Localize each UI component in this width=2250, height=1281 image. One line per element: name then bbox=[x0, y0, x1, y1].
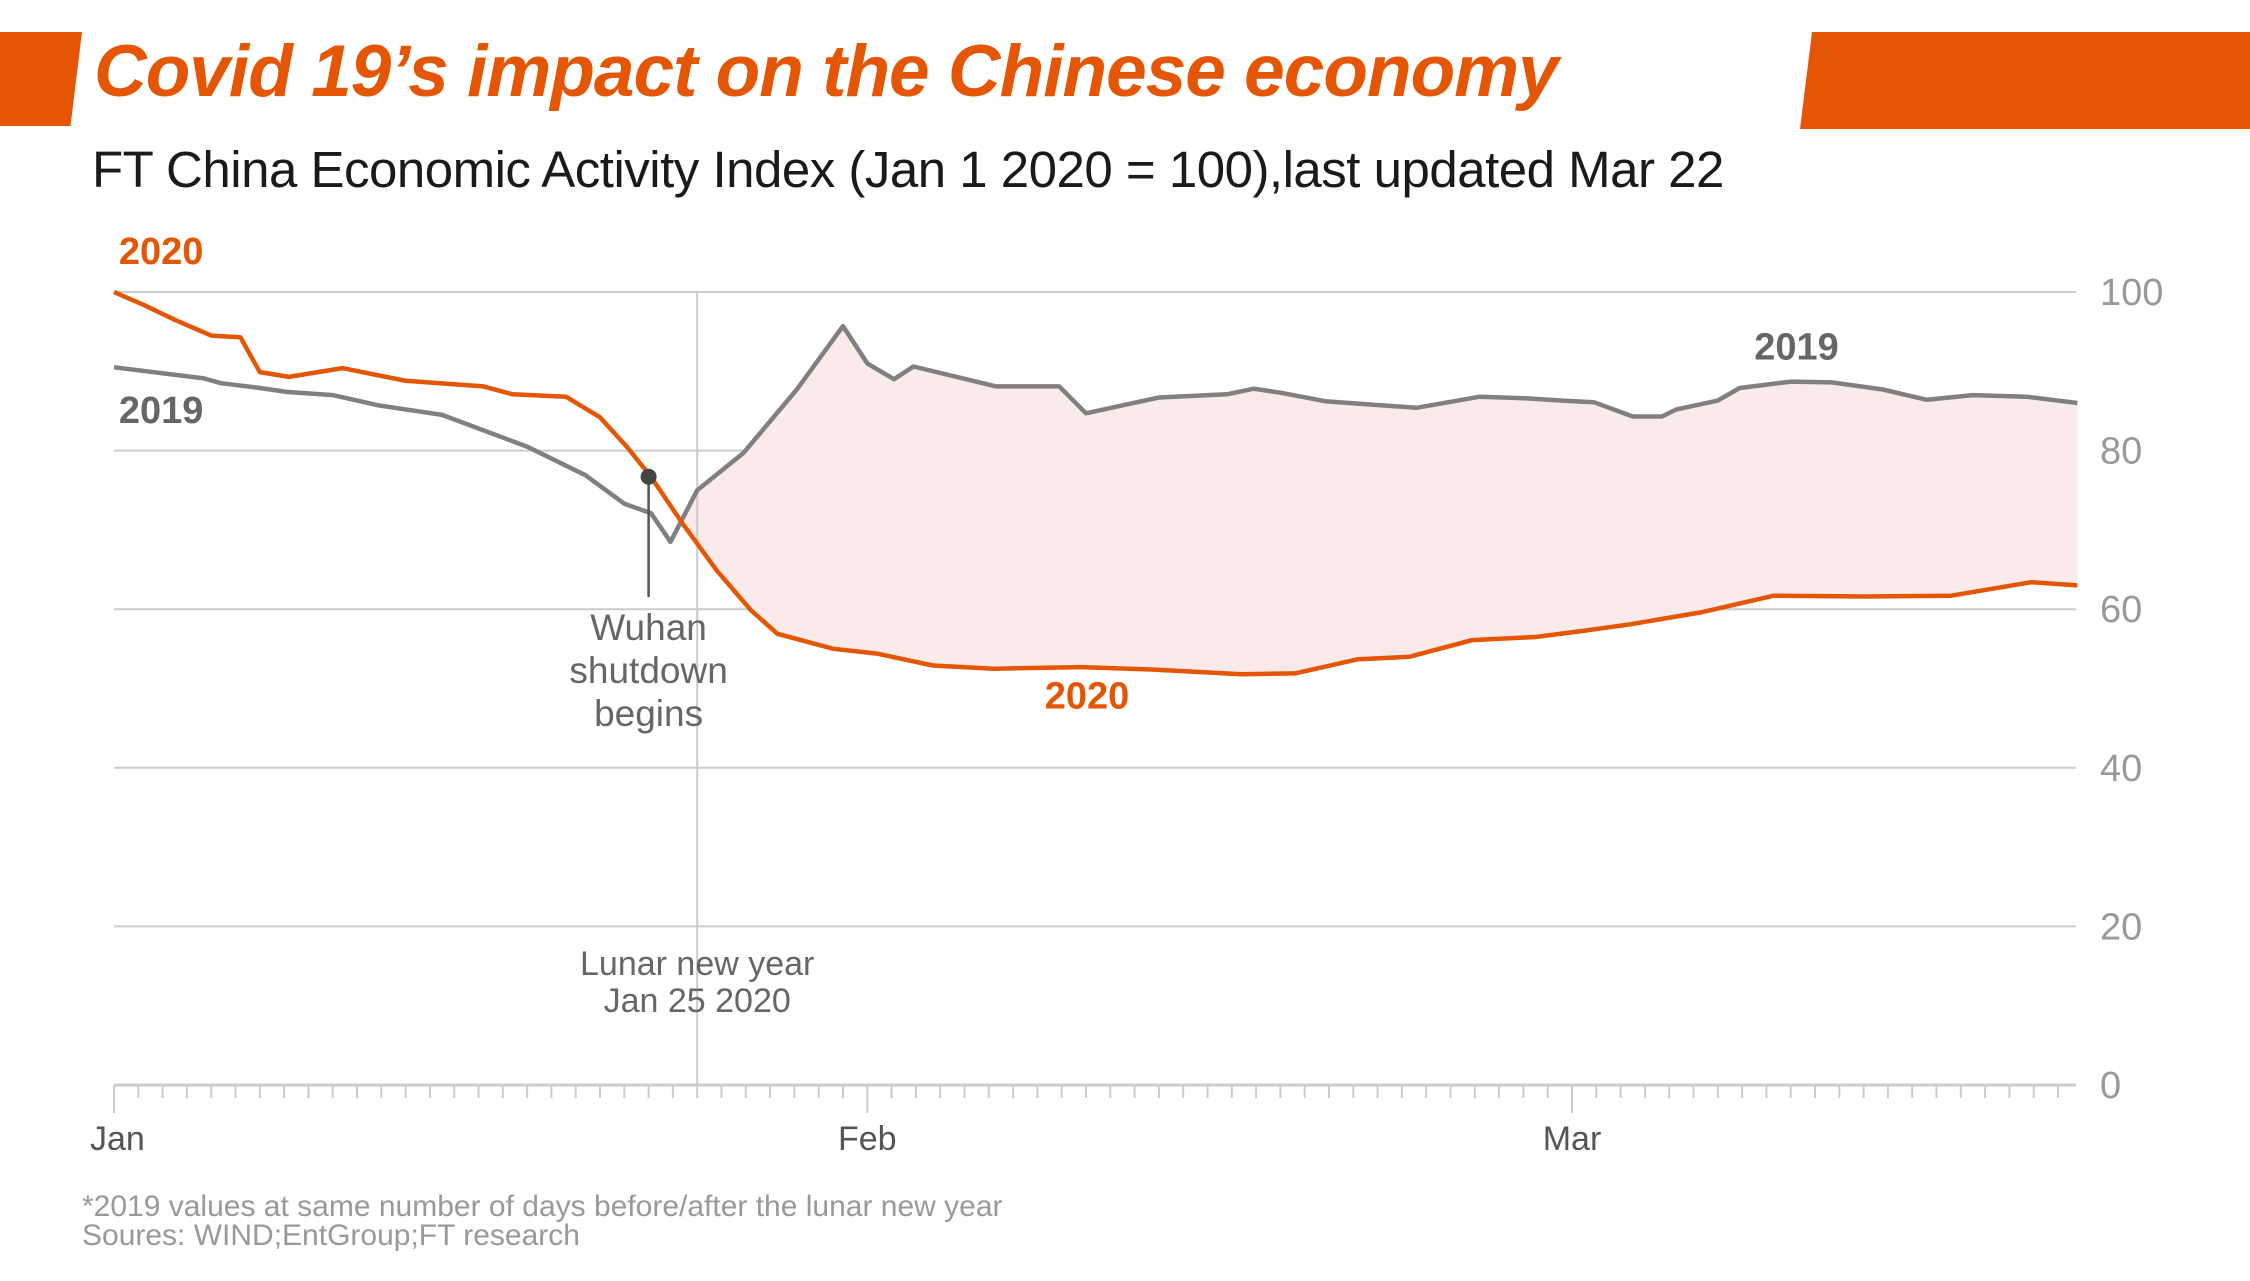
x-tick-label: Jan bbox=[90, 1120, 145, 1158]
chart-subtitle: FT China Economic Activity Index (Jan 1 … bbox=[92, 141, 1724, 198]
wuhan-annotation-label: Wuhan bbox=[590, 607, 707, 648]
footnote: *2019 values at same number of days befo… bbox=[82, 1190, 1003, 1223]
series-line-2019 bbox=[113, 323, 2078, 545]
x-tick-label: Feb bbox=[838, 1120, 897, 1158]
series-label-2019: 2019 bbox=[1754, 326, 1839, 368]
series-label-2020: 2020 bbox=[119, 231, 204, 273]
series-label-2019: 2019 bbox=[119, 390, 204, 432]
gap-fill-area bbox=[681, 326, 2078, 675]
x-axis: Jan Feb Mar bbox=[90, 1083, 2076, 1158]
y-axis-labels: 0 20 40 60 80 100 bbox=[2100, 272, 2163, 1107]
y-tick-label: 20 bbox=[2100, 906, 2142, 948]
y-tick-label: 100 bbox=[2100, 272, 2163, 314]
x-tick-label: Mar bbox=[1543, 1120, 1602, 1158]
series-labels: 2020 2019 2019 2020 bbox=[119, 231, 1839, 717]
title-accent-bar-right bbox=[1800, 32, 2250, 129]
y-tick-label: 0 bbox=[2100, 1065, 2121, 1107]
title-accent-bar-left bbox=[0, 32, 82, 126]
wuhan-annotation-label: shutdown bbox=[569, 650, 727, 691]
series-line-2020 bbox=[113, 289, 2078, 677]
lunar-new-year-label: Lunar new year bbox=[580, 945, 814, 983]
lunar-new-year-label: Jan 25 2020 bbox=[604, 982, 791, 1020]
wuhan-marker-dot bbox=[640, 468, 657, 485]
y-tick-label: 80 bbox=[2100, 431, 2142, 473]
series-lines bbox=[113, 289, 2078, 677]
chart-title: Covid 19’s impact on the Chinese economy bbox=[94, 31, 1559, 112]
wuhan-annotation-label: begins bbox=[594, 693, 703, 734]
y-tick-label: 40 bbox=[2100, 748, 2142, 790]
sources-note: Soures: WIND;EntGroup;FT research bbox=[82, 1219, 580, 1252]
series-label-2020: 2020 bbox=[1045, 675, 1130, 717]
y-tick-label: 60 bbox=[2100, 589, 2142, 631]
gap-fill-layer bbox=[681, 326, 2078, 675]
